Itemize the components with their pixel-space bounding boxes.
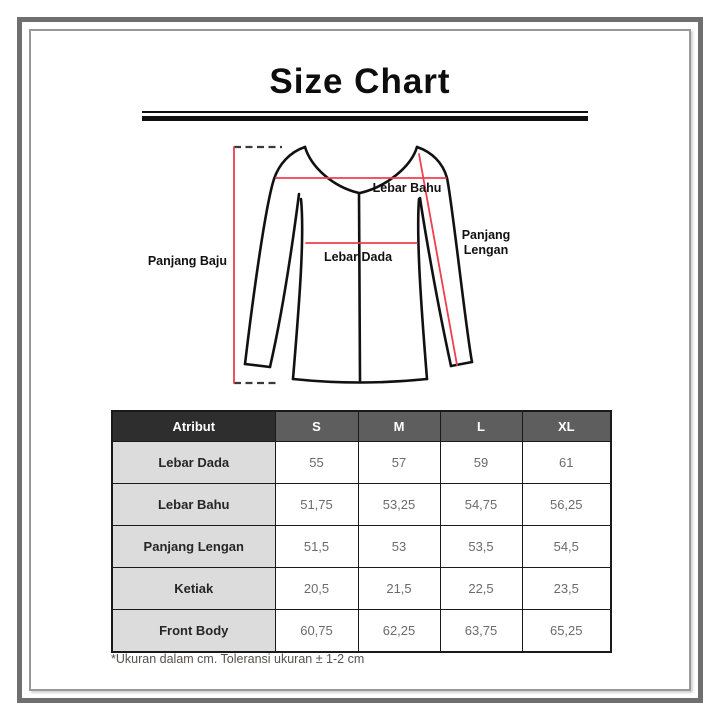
cell-value: 54,5 [521, 525, 612, 568]
cell-value: 56,25 [521, 483, 612, 526]
size-tolerance-footnote: *Ukuran dalam cm. Toleransi ukuran ± 1-2… [111, 652, 365, 666]
divider-thick-line [142, 116, 588, 121]
cell-value: 20,5 [274, 567, 359, 610]
cell-value: 57 [357, 441, 441, 484]
label-panjang-lengan-line1: Panjang [462, 228, 511, 242]
column-header-s: S [274, 410, 359, 442]
cell-value: 61 [521, 441, 612, 484]
row-label: Lebar Bahu [111, 483, 276, 526]
cell-value: 53 [357, 525, 441, 568]
cell-value: 51,5 [274, 525, 359, 568]
table-row-lebar-dada: Lebar Dada 55 57 59 61 [111, 441, 612, 484]
outer-frame [17, 17, 703, 703]
cell-value: 54,75 [439, 483, 523, 526]
table-row-panjang-lengan: Panjang Lengan 51,5 53 53,5 54,5 [111, 525, 612, 568]
cell-value: 62,25 [357, 609, 441, 652]
cell-value: 21,5 [357, 567, 441, 610]
cell-value: 23,5 [521, 567, 612, 610]
table-row-ketiak: Ketiak 20,5 21,5 22,5 23,5 [111, 567, 612, 610]
table-header-row: Atribut S M L XL [111, 410, 612, 442]
garment-left-body-side [291, 197, 304, 381]
label-lebar-bahu: Lebar Bahu [373, 181, 442, 195]
label-panjang-lengan-line2: Lengan [464, 243, 508, 257]
garment-right-sleeve-outer [415, 145, 474, 364]
table-row-front-body: Front Body 60,75 62,25 63,75 65,25 [111, 609, 612, 652]
row-label: Front Body [111, 609, 276, 652]
divider-thin-line [142, 111, 588, 113]
column-header-l: L [439, 410, 523, 442]
inner-frame [29, 29, 691, 691]
sleeve-length-measure-line [418, 153, 458, 366]
garment-center-front-line [357, 191, 362, 383]
cell-value: 53,5 [439, 525, 523, 568]
cell-value: 59 [439, 441, 523, 484]
column-header-atribut: Atribut [111, 410, 276, 442]
cell-value: 65,25 [521, 609, 612, 652]
row-label: Panjang Lengan [111, 525, 276, 568]
cell-value: 22,5 [439, 567, 523, 610]
garment-svg: Panjang Baju Lebar Bahu Lebar Dada Panja… [148, 145, 511, 385]
row-label: Lebar Dada [111, 441, 276, 484]
garment-neckline-left [303, 145, 361, 195]
garment-left-cuff [243, 362, 272, 369]
cell-value: 55 [274, 441, 359, 484]
garment-right-sleeve-inner [418, 196, 453, 368]
size-table: Atribut S M L XL Lebar Dada 55 57 59 61 … [111, 410, 612, 653]
garment-left-sleeve-outer [243, 145, 307, 366]
table-row-lebar-bahu: Lebar Bahu 51,75 53,25 54,75 56,25 [111, 483, 612, 526]
garment-right-body-side [416, 197, 429, 381]
garment-diagram: Panjang Baju Lebar Bahu Lebar Dada Panja… [130, 135, 590, 405]
garment-right-cuff [449, 360, 474, 368]
title-divider [142, 111, 588, 121]
row-label: Ketiak [111, 567, 276, 610]
garment-hem [291, 377, 429, 384]
garment-left-sleeve-inner [268, 192, 301, 369]
cell-value: 63,75 [439, 609, 523, 652]
garment-neckline-right [358, 145, 419, 195]
label-lebar-dada: Lebar Dada [324, 250, 393, 264]
cell-value: 53,25 [357, 483, 441, 526]
column-header-xl: XL [521, 410, 612, 442]
page-title: Size Chart [269, 62, 451, 101]
column-header-m: M [357, 410, 441, 442]
cell-value: 60,75 [274, 609, 359, 652]
label-panjang-baju: Panjang Baju [148, 254, 227, 268]
cell-value: 51,75 [274, 483, 359, 526]
